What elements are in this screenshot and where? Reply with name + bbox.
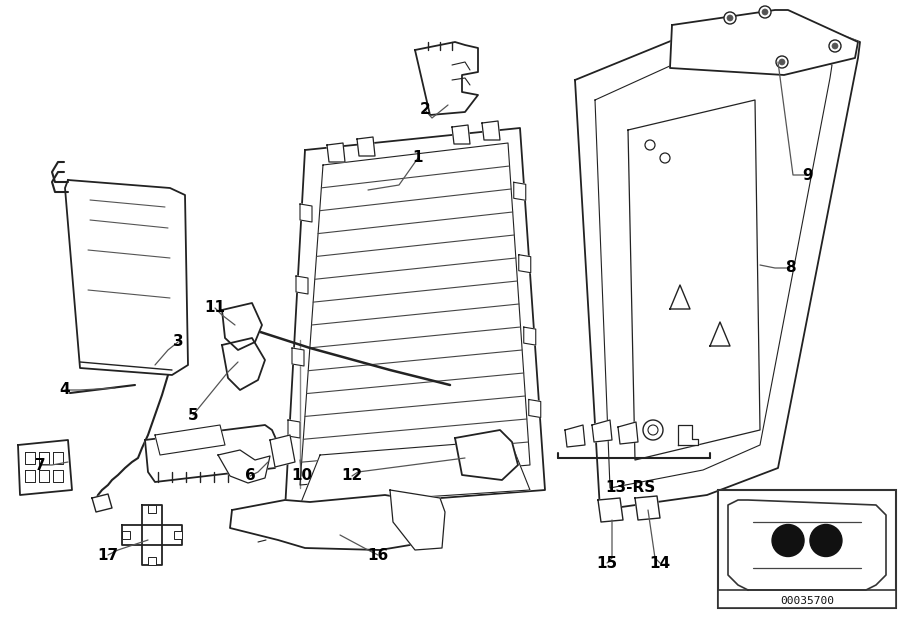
Polygon shape: [482, 121, 500, 140]
Polygon shape: [300, 143, 530, 485]
Polygon shape: [728, 500, 886, 590]
Text: 2: 2: [419, 102, 430, 117]
Circle shape: [643, 420, 663, 440]
Polygon shape: [710, 322, 730, 346]
Polygon shape: [92, 494, 112, 512]
Polygon shape: [300, 204, 312, 222]
Polygon shape: [142, 505, 162, 565]
Polygon shape: [25, 470, 35, 482]
Polygon shape: [218, 450, 270, 483]
Polygon shape: [357, 137, 375, 156]
Polygon shape: [628, 100, 760, 460]
Text: 6: 6: [245, 469, 256, 483]
Polygon shape: [65, 180, 188, 375]
Text: 7: 7: [35, 457, 45, 472]
Polygon shape: [524, 327, 536, 345]
Polygon shape: [678, 425, 698, 445]
Text: 1: 1: [413, 150, 423, 166]
Polygon shape: [122, 525, 182, 545]
Polygon shape: [292, 348, 304, 366]
Text: 15: 15: [597, 556, 617, 570]
Bar: [122, 531, 130, 539]
Bar: [174, 531, 182, 539]
Text: 17: 17: [97, 547, 119, 563]
Circle shape: [832, 43, 838, 49]
Polygon shape: [592, 420, 612, 442]
Polygon shape: [145, 425, 280, 482]
Polygon shape: [455, 430, 518, 480]
Polygon shape: [39, 452, 49, 464]
Text: 10: 10: [292, 469, 312, 483]
Polygon shape: [230, 495, 440, 550]
Bar: [148, 557, 156, 565]
Polygon shape: [39, 470, 49, 482]
Polygon shape: [670, 10, 858, 75]
Polygon shape: [296, 276, 308, 294]
Text: 16: 16: [367, 547, 389, 563]
Bar: [718, 490, 896, 608]
Polygon shape: [390, 490, 445, 550]
Circle shape: [779, 59, 785, 65]
Text: 00035700: 00035700: [780, 596, 834, 606]
Polygon shape: [529, 399, 541, 417]
Circle shape: [829, 40, 841, 52]
Text: 13-RS: 13-RS: [605, 479, 655, 495]
Bar: [718, 590, 896, 608]
Polygon shape: [270, 435, 295, 467]
Polygon shape: [415, 42, 478, 115]
Polygon shape: [222, 338, 265, 390]
Polygon shape: [25, 452, 35, 464]
Text: 8: 8: [785, 260, 796, 276]
Polygon shape: [285, 128, 545, 510]
Polygon shape: [222, 303, 262, 350]
Polygon shape: [53, 470, 63, 482]
Polygon shape: [53, 452, 63, 464]
Circle shape: [645, 140, 655, 150]
Circle shape: [810, 525, 842, 556]
Polygon shape: [288, 420, 300, 438]
Bar: [148, 505, 156, 513]
Circle shape: [776, 56, 788, 68]
Text: 12: 12: [341, 469, 363, 483]
Polygon shape: [300, 440, 530, 505]
Polygon shape: [514, 182, 526, 200]
Polygon shape: [518, 255, 531, 272]
Polygon shape: [155, 425, 225, 455]
Text: 14: 14: [650, 556, 670, 570]
Polygon shape: [452, 125, 470, 144]
Circle shape: [660, 153, 670, 163]
Polygon shape: [618, 422, 638, 444]
Polygon shape: [565, 425, 585, 447]
Polygon shape: [327, 143, 345, 162]
Polygon shape: [635, 496, 660, 520]
Circle shape: [727, 15, 733, 21]
Polygon shape: [598, 498, 623, 522]
Circle shape: [759, 6, 771, 18]
Circle shape: [724, 12, 736, 24]
Circle shape: [648, 425, 658, 435]
Polygon shape: [18, 440, 72, 495]
Text: 4: 4: [59, 382, 70, 398]
Circle shape: [762, 9, 768, 15]
Text: 9: 9: [803, 168, 814, 182]
Polygon shape: [595, 38, 832, 488]
Polygon shape: [670, 285, 690, 309]
Text: 5: 5: [188, 408, 198, 422]
Text: 3: 3: [173, 335, 184, 349]
Text: 11: 11: [204, 300, 226, 316]
Circle shape: [772, 525, 804, 556]
Polygon shape: [575, 12, 860, 510]
